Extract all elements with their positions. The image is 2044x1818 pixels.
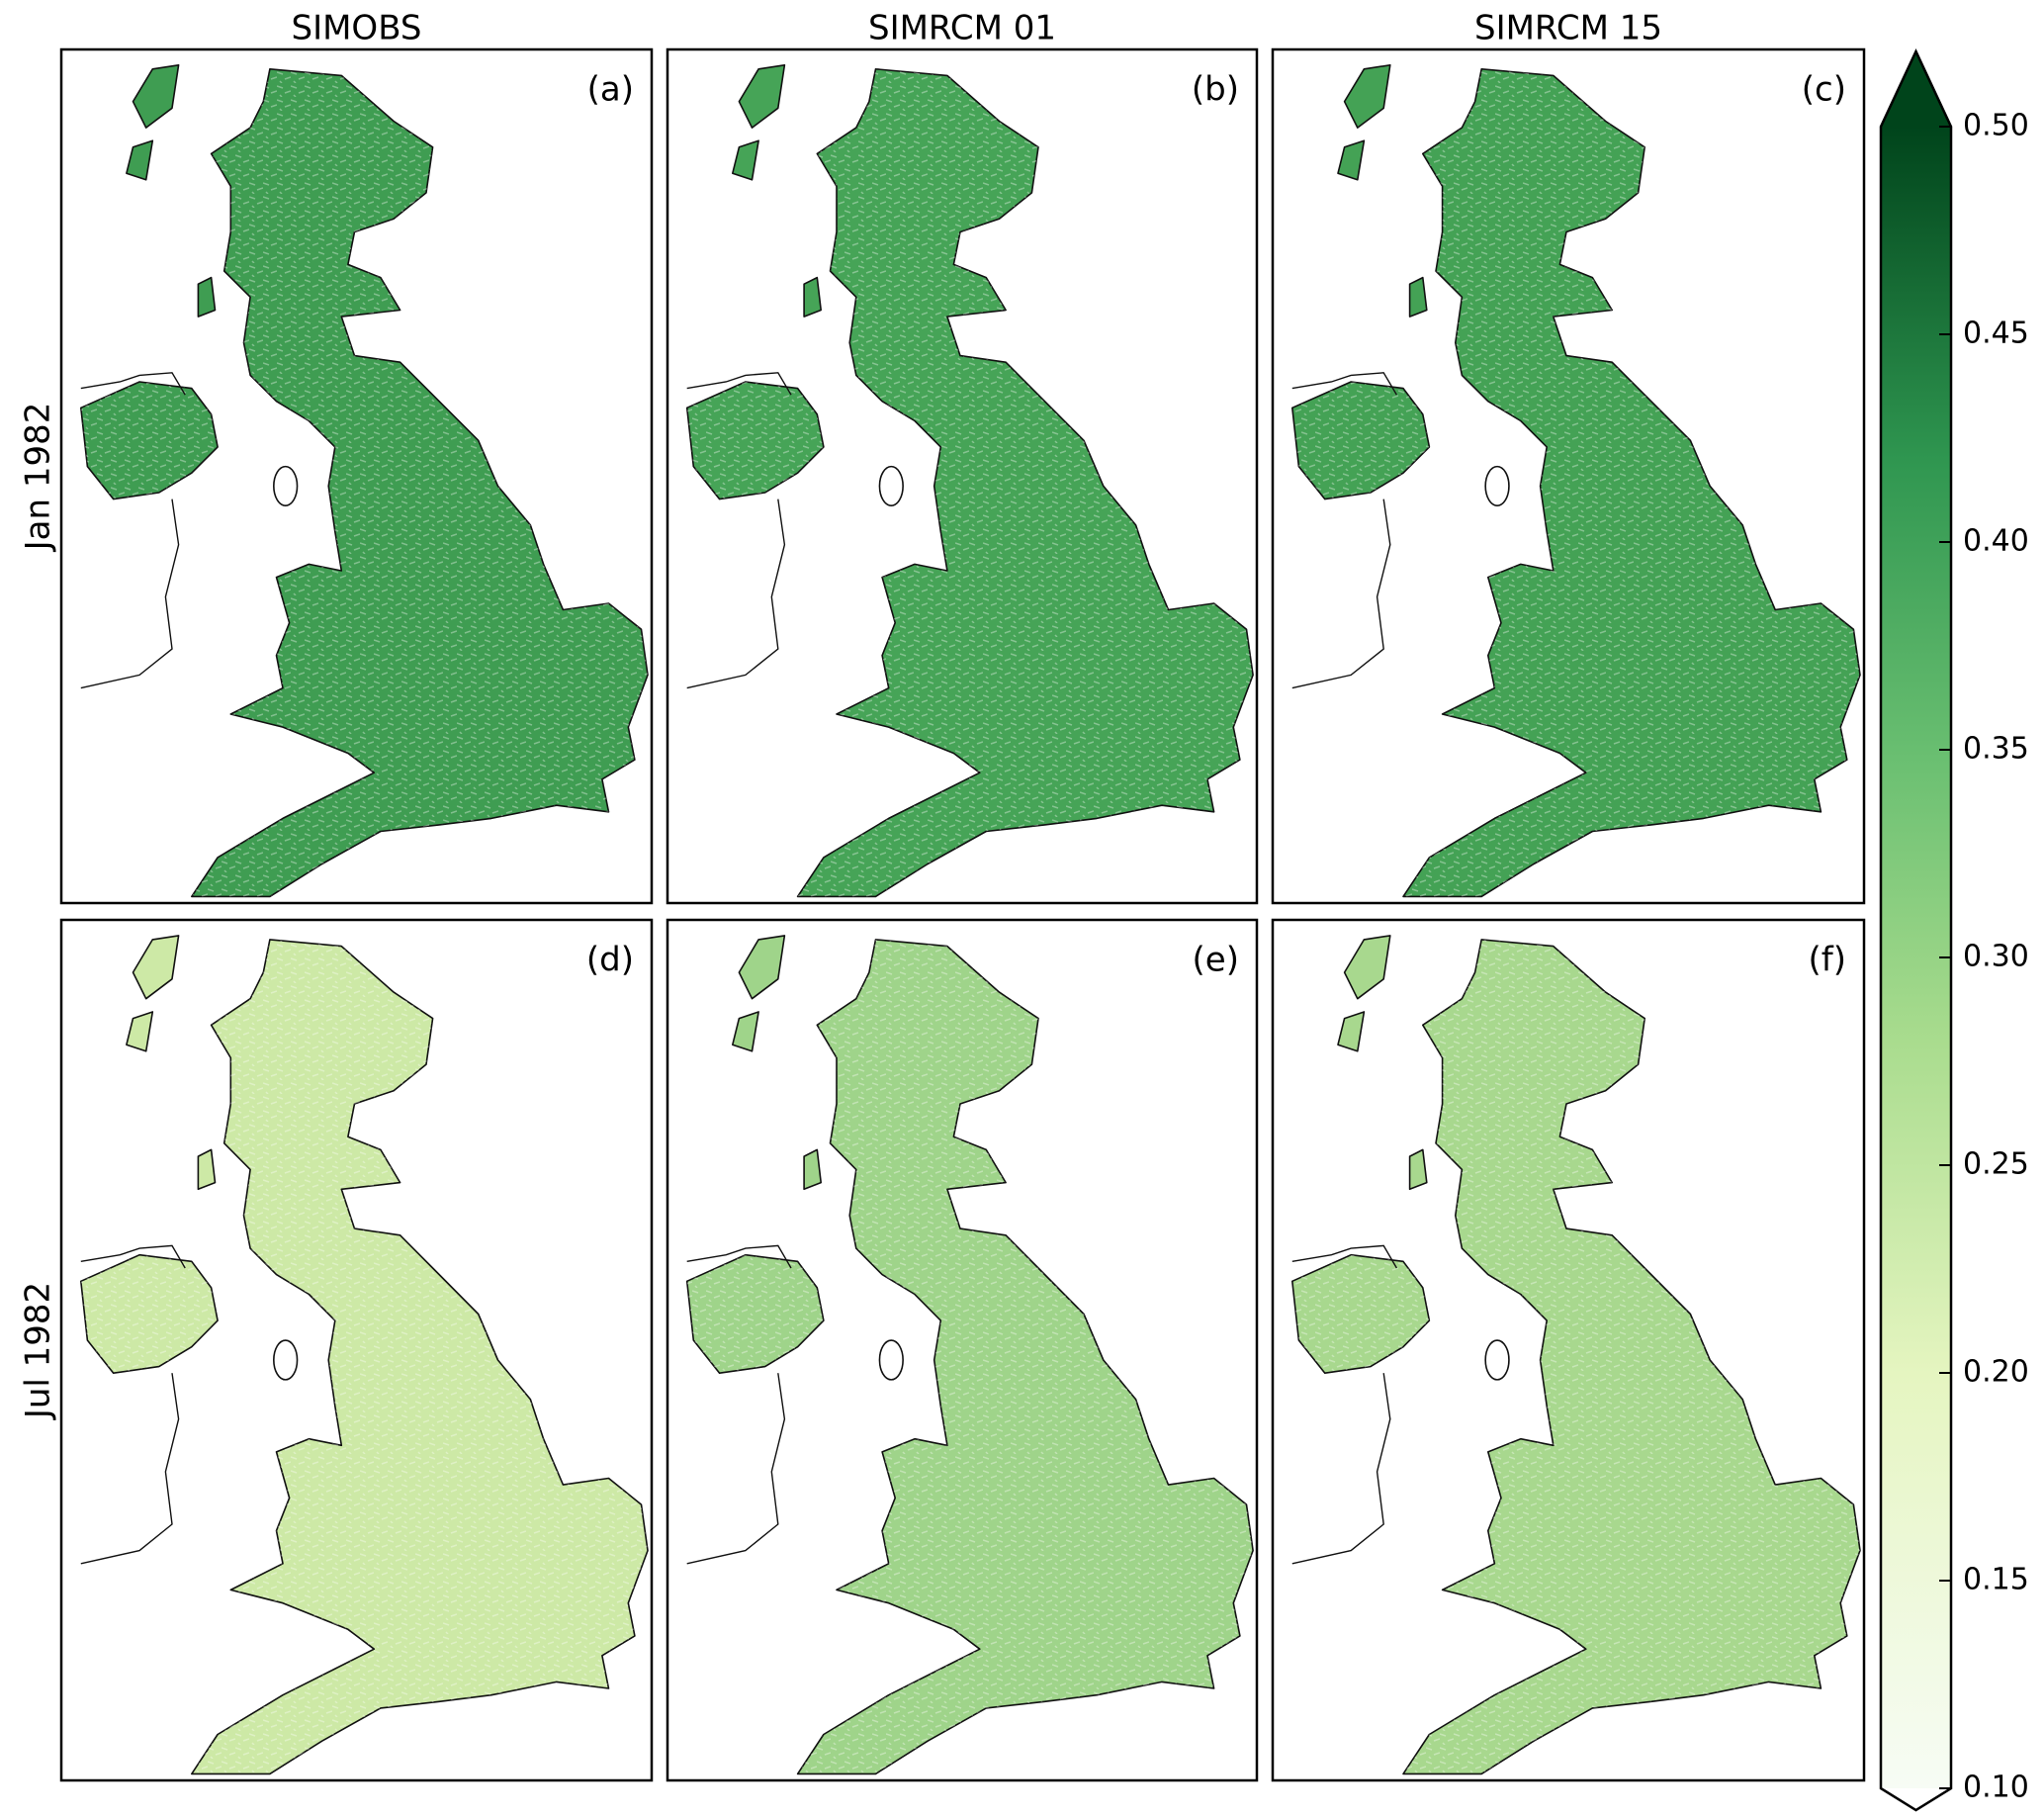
island [132, 935, 180, 1000]
coastline [80, 499, 180, 689]
row-label: Jul 1982 [19, 1282, 58, 1420]
colorbar-tick-label: 0.20 [1963, 1355, 2029, 1390]
colorbar-extend-min [1881, 1788, 1951, 1810]
coastline [1291, 1373, 1391, 1565]
land-texture [797, 939, 1254, 1774]
island [1408, 276, 1428, 318]
island [197, 276, 217, 318]
panel-frame [59, 918, 654, 1782]
map-panel: (e) [666, 918, 1259, 1782]
column-title: SIMRCM 15 [1474, 9, 1662, 48]
panel-frame [59, 47, 654, 905]
column-title: SIMOBS [291, 9, 421, 48]
isle-of-man [878, 465, 904, 506]
coastline [1291, 1244, 1398, 1269]
island [803, 276, 822, 318]
map-panel: (d) [59, 918, 654, 1782]
land-texture [191, 68, 649, 897]
colorbar-tick-label: 0.15 [1963, 1563, 2029, 1597]
coastline [1291, 372, 1398, 396]
coastline [80, 1373, 180, 1565]
island [803, 1148, 822, 1191]
panel-label: (f) [1809, 941, 1847, 980]
isle-of-man [1484, 1339, 1510, 1381]
land-texture [191, 939, 649, 1774]
land-texture [80, 1254, 219, 1374]
island [1337, 139, 1366, 181]
land-texture [1291, 1254, 1430, 1374]
coastline [1291, 499, 1391, 689]
isle-of-man [273, 1339, 299, 1381]
isle-of-man [1484, 465, 1510, 506]
coastline [80, 372, 186, 396]
land-texture [797, 68, 1254, 897]
island [732, 1011, 759, 1052]
colorbar-tick-label: 0.35 [1963, 732, 2029, 767]
coastline [686, 499, 786, 689]
land-texture [80, 382, 219, 500]
land-texture [1291, 382, 1430, 500]
coastline [80, 1244, 186, 1269]
isle-of-man [878, 1339, 904, 1381]
island [1343, 935, 1391, 1000]
colorbar-tick-label: 0.40 [1963, 524, 2029, 559]
island [732, 139, 759, 181]
island [126, 1011, 154, 1052]
panel-frame [666, 918, 1259, 1782]
panel-label: (c) [1802, 70, 1846, 110]
land-texture [686, 1254, 824, 1374]
panel-label: (d) [586, 941, 634, 980]
island [738, 935, 786, 1000]
panel-label: (b) [1192, 70, 1239, 110]
panel-label: (e) [1193, 941, 1239, 980]
island [1337, 1011, 1366, 1052]
colorbar-extend-max [1881, 51, 1951, 127]
colorbar-tick-label: 0.45 [1963, 317, 2029, 351]
island [1343, 64, 1391, 129]
colorbar-tick-label: 0.25 [1963, 1147, 2029, 1182]
island [132, 64, 180, 129]
panel-frame [1271, 47, 1866, 905]
island [1408, 1148, 1428, 1191]
coastline [686, 372, 792, 396]
coastline [686, 1244, 792, 1269]
row-label: Jan 1982 [19, 403, 58, 553]
isle-of-man [273, 465, 299, 506]
panel-frame [1271, 918, 1866, 1782]
island [197, 1148, 217, 1191]
colorbar-tick-label: 0.30 [1963, 940, 2029, 974]
coastline [686, 1373, 786, 1565]
panel-label: (a) [587, 70, 634, 110]
land-texture [686, 382, 824, 500]
colorbar-tick-label: 0.10 [1963, 1771, 2029, 1805]
colorbar-tick-label: 0.50 [1963, 109, 2029, 143]
land-texture [1403, 68, 1860, 897]
island [738, 64, 786, 129]
map-panel: (f) [1271, 918, 1866, 1782]
map-panel: (b) [666, 47, 1259, 905]
island [126, 139, 154, 181]
map-panel: (c) [1271, 47, 1866, 905]
panel-frame [666, 47, 1259, 905]
map-panel: (a) [59, 47, 654, 905]
land-texture [1403, 939, 1860, 1774]
column-title: SIMRCM 01 [868, 9, 1056, 48]
